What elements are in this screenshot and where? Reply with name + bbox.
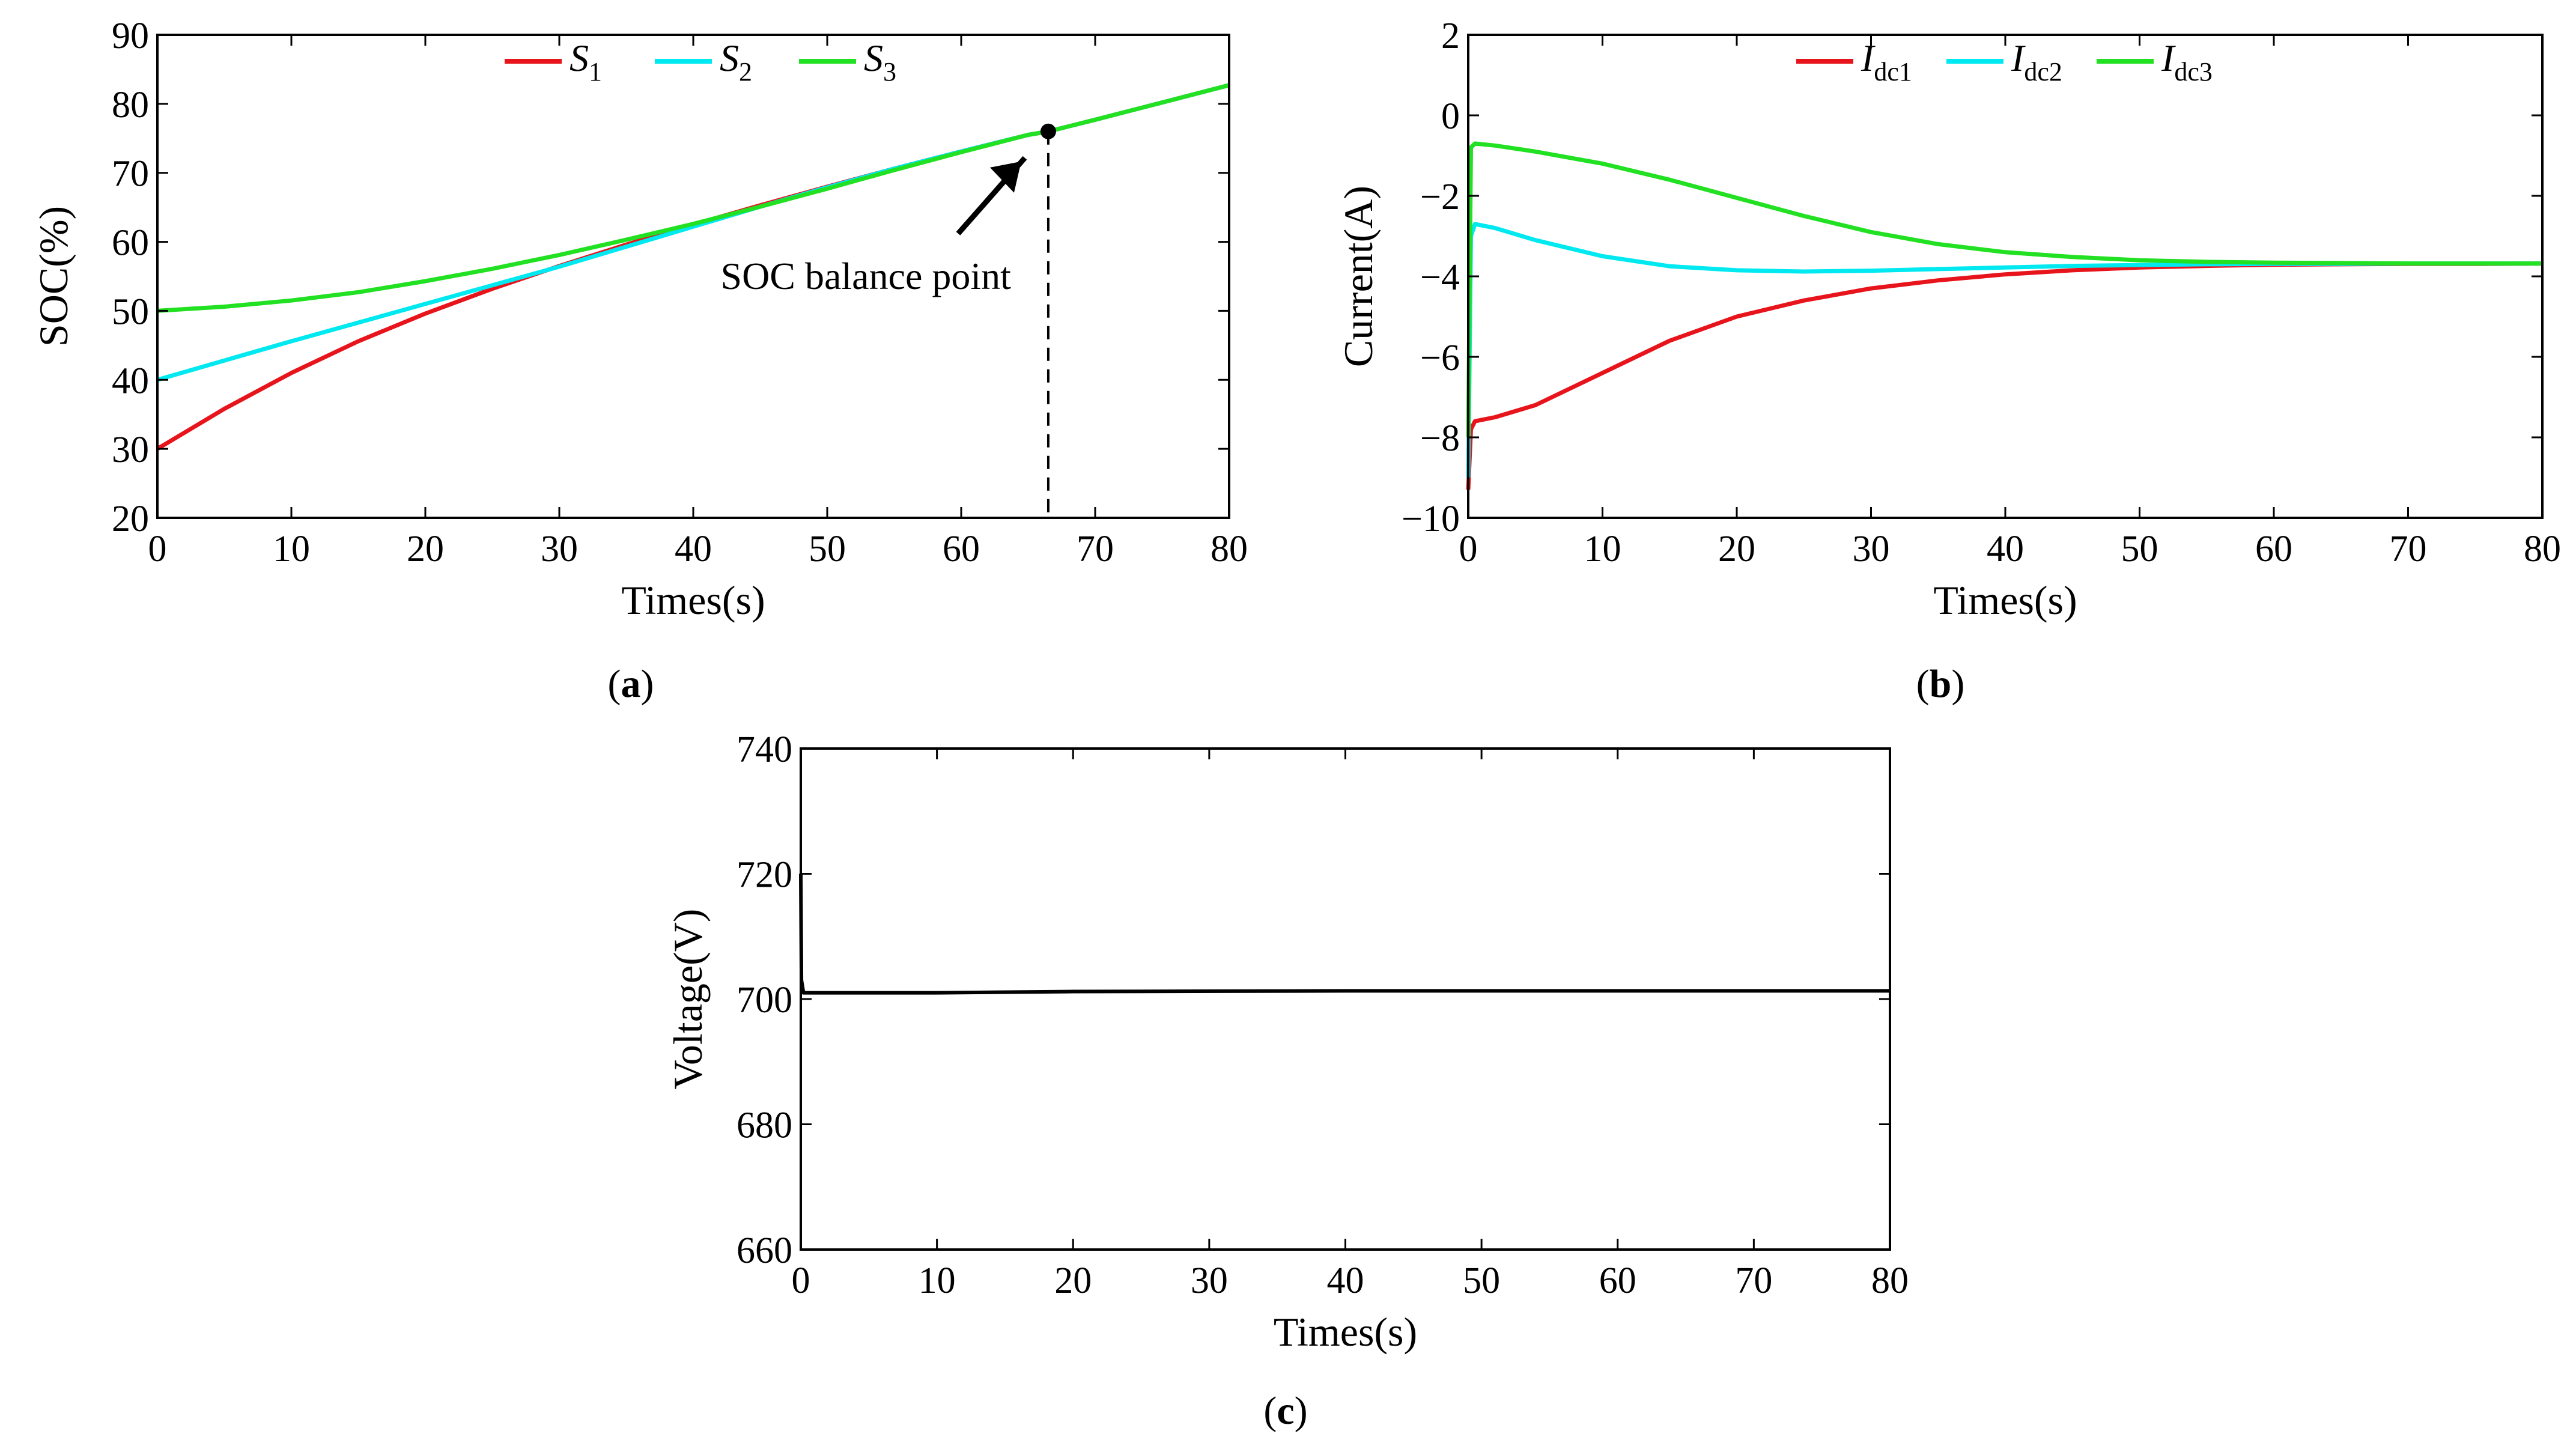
legend-entry-3: S3 [864,37,896,87]
x-tick-label: 20 [1718,529,1755,570]
x-tick-label: 30 [1191,1260,1228,1301]
y-axis-label: Current(A) [1335,186,1381,367]
legend-subscript: dc3 [2174,57,2213,87]
annotation-label: SOC balance point [720,255,1011,297]
y-tick-label: 70 [112,154,149,195]
x-tick-label: 70 [2390,529,2427,570]
y-tick-label: 50 [112,291,149,332]
series-line-dc1 [1466,261,2543,490]
x-tick-label: 20 [407,529,444,570]
panel-caption: (a) [608,662,654,706]
legend-name: S [720,37,739,79]
x-tick-label: 50 [1463,1260,1500,1301]
y-tick-label: −4 [1420,257,1460,298]
x-tick-label: 50 [2121,529,2158,570]
x-tick-label: 0 [1459,529,1478,570]
y-tick-label: −6 [1420,338,1460,378]
series-line-2 [157,83,1230,382]
caption-open-paren: ( [1916,662,1930,706]
legend-name: S [864,37,883,79]
annotation-arrow-head [989,161,1021,193]
x-tick-label: 80 [2524,529,2561,570]
legend-entry-dc3: Idc3 [2161,37,2213,87]
y-tick-label: 40 [112,360,149,401]
y-tick-label: 2 [1441,16,1460,56]
x-tick-label: 60 [1599,1260,1636,1301]
x-tick-label: 80 [1211,529,1248,570]
caption-letter: c [1277,1389,1294,1433]
y-tick-label: 660 [737,1230,792,1271]
x-tick-label: 70 [1077,529,1114,570]
x-tick-label: 30 [1853,529,1890,570]
y-tick-label: 60 [112,223,149,264]
plot-frame [800,747,1891,1251]
y-tick-label: 20 [112,499,149,539]
series-line-voltage [799,873,1890,995]
caption-close-paren: ) [641,662,654,706]
x-tick-label: 30 [541,529,578,570]
legend-subscript: dc2 [2024,57,2062,87]
x-tick-label: 10 [273,529,310,570]
x-axis-label: Times(s) [1933,577,2077,623]
legend-entry-1: S1 [570,37,602,87]
x-tick-label: 60 [943,529,980,570]
x-tick-label: 40 [675,529,712,570]
panel-caption: (c) [1263,1389,1307,1433]
x-tick-label: 0 [148,529,167,570]
series-line-dc3 [1466,141,2542,438]
chart-b: 0 10 20 30 40 50 60 70 80 −10 −8 −6 −4 −2 0 2 Times(s) Cu… [1335,16,2561,706]
y-axis-label: Voltage(V) [665,909,711,1090]
plot-frame [156,34,1230,519]
y-tick-label: −2 [1420,177,1460,217]
balance-point-marker [1040,123,1056,139]
x-tick-label: 80 [1871,1260,1909,1301]
y-tick-label: 720 [737,855,792,896]
x-tick-label: 40 [1327,1260,1364,1301]
caption-close-paren: ) [1951,662,1964,706]
caption-open-paren: ( [1263,1389,1277,1433]
y-tick-label: 680 [737,1105,792,1146]
x-tick-label: 20 [1054,1260,1092,1301]
legend-entry-dc2: Idc2 [2011,37,2062,87]
y-tick-label: −8 [1420,418,1460,459]
caption-open-paren: ( [608,662,621,706]
legend-name: I [1861,37,1876,79]
legend-subscript: dc1 [1874,57,1912,87]
caption-close-paren: ) [1295,1389,1308,1433]
series-line-3 [157,83,1230,313]
caption-letter: b [1930,662,1952,706]
y-tick-label: 700 [737,980,792,1021]
legend-entry-dc1: Idc1 [1861,37,1912,87]
series-line-1 [156,83,1230,451]
y-tick-label: 0 [1441,96,1460,137]
x-tick-label: 10 [919,1260,956,1301]
chart-c: 0 10 20 30 40 50 60 70 80 660 680 700 720 740 Times(s)… [665,729,1909,1433]
x-tick-label: 40 [1987,529,2024,570]
y-tick-label: 80 [112,85,149,126]
y-tick-label: 740 [737,729,792,770]
x-tick-label: 70 [1735,1260,1772,1301]
y-tick-label: −10 [1402,499,1460,539]
x-axis-label: Times(s) [1274,1309,1417,1355]
legend-subscript: 1 [589,57,602,87]
legend-name: I [2011,37,2026,79]
y-tick-label: 30 [112,430,149,470]
x-tick-label: 10 [1584,529,1621,570]
chart-a: SOC balance point 0 10 20 30 40 50 60 70 80 20 30 40… [31,16,1248,706]
x-tick-label: 60 [2255,529,2292,570]
y-tick-label: 90 [112,16,149,56]
legend-subscript: 2 [739,57,752,87]
panel-caption: (b) [1916,662,1965,706]
caption-letter: a [621,662,641,706]
x-axis-label: Times(s) [621,577,765,623]
x-tick-label: 0 [792,1260,810,1301]
legend-entry-2: S2 [720,37,752,87]
legend-subscript: 3 [883,57,896,87]
y-axis-label: SOC(%) [31,206,76,347]
x-tick-label: 50 [809,529,846,570]
legend-name: I [2161,37,2176,79]
legend-name: S [570,37,589,79]
